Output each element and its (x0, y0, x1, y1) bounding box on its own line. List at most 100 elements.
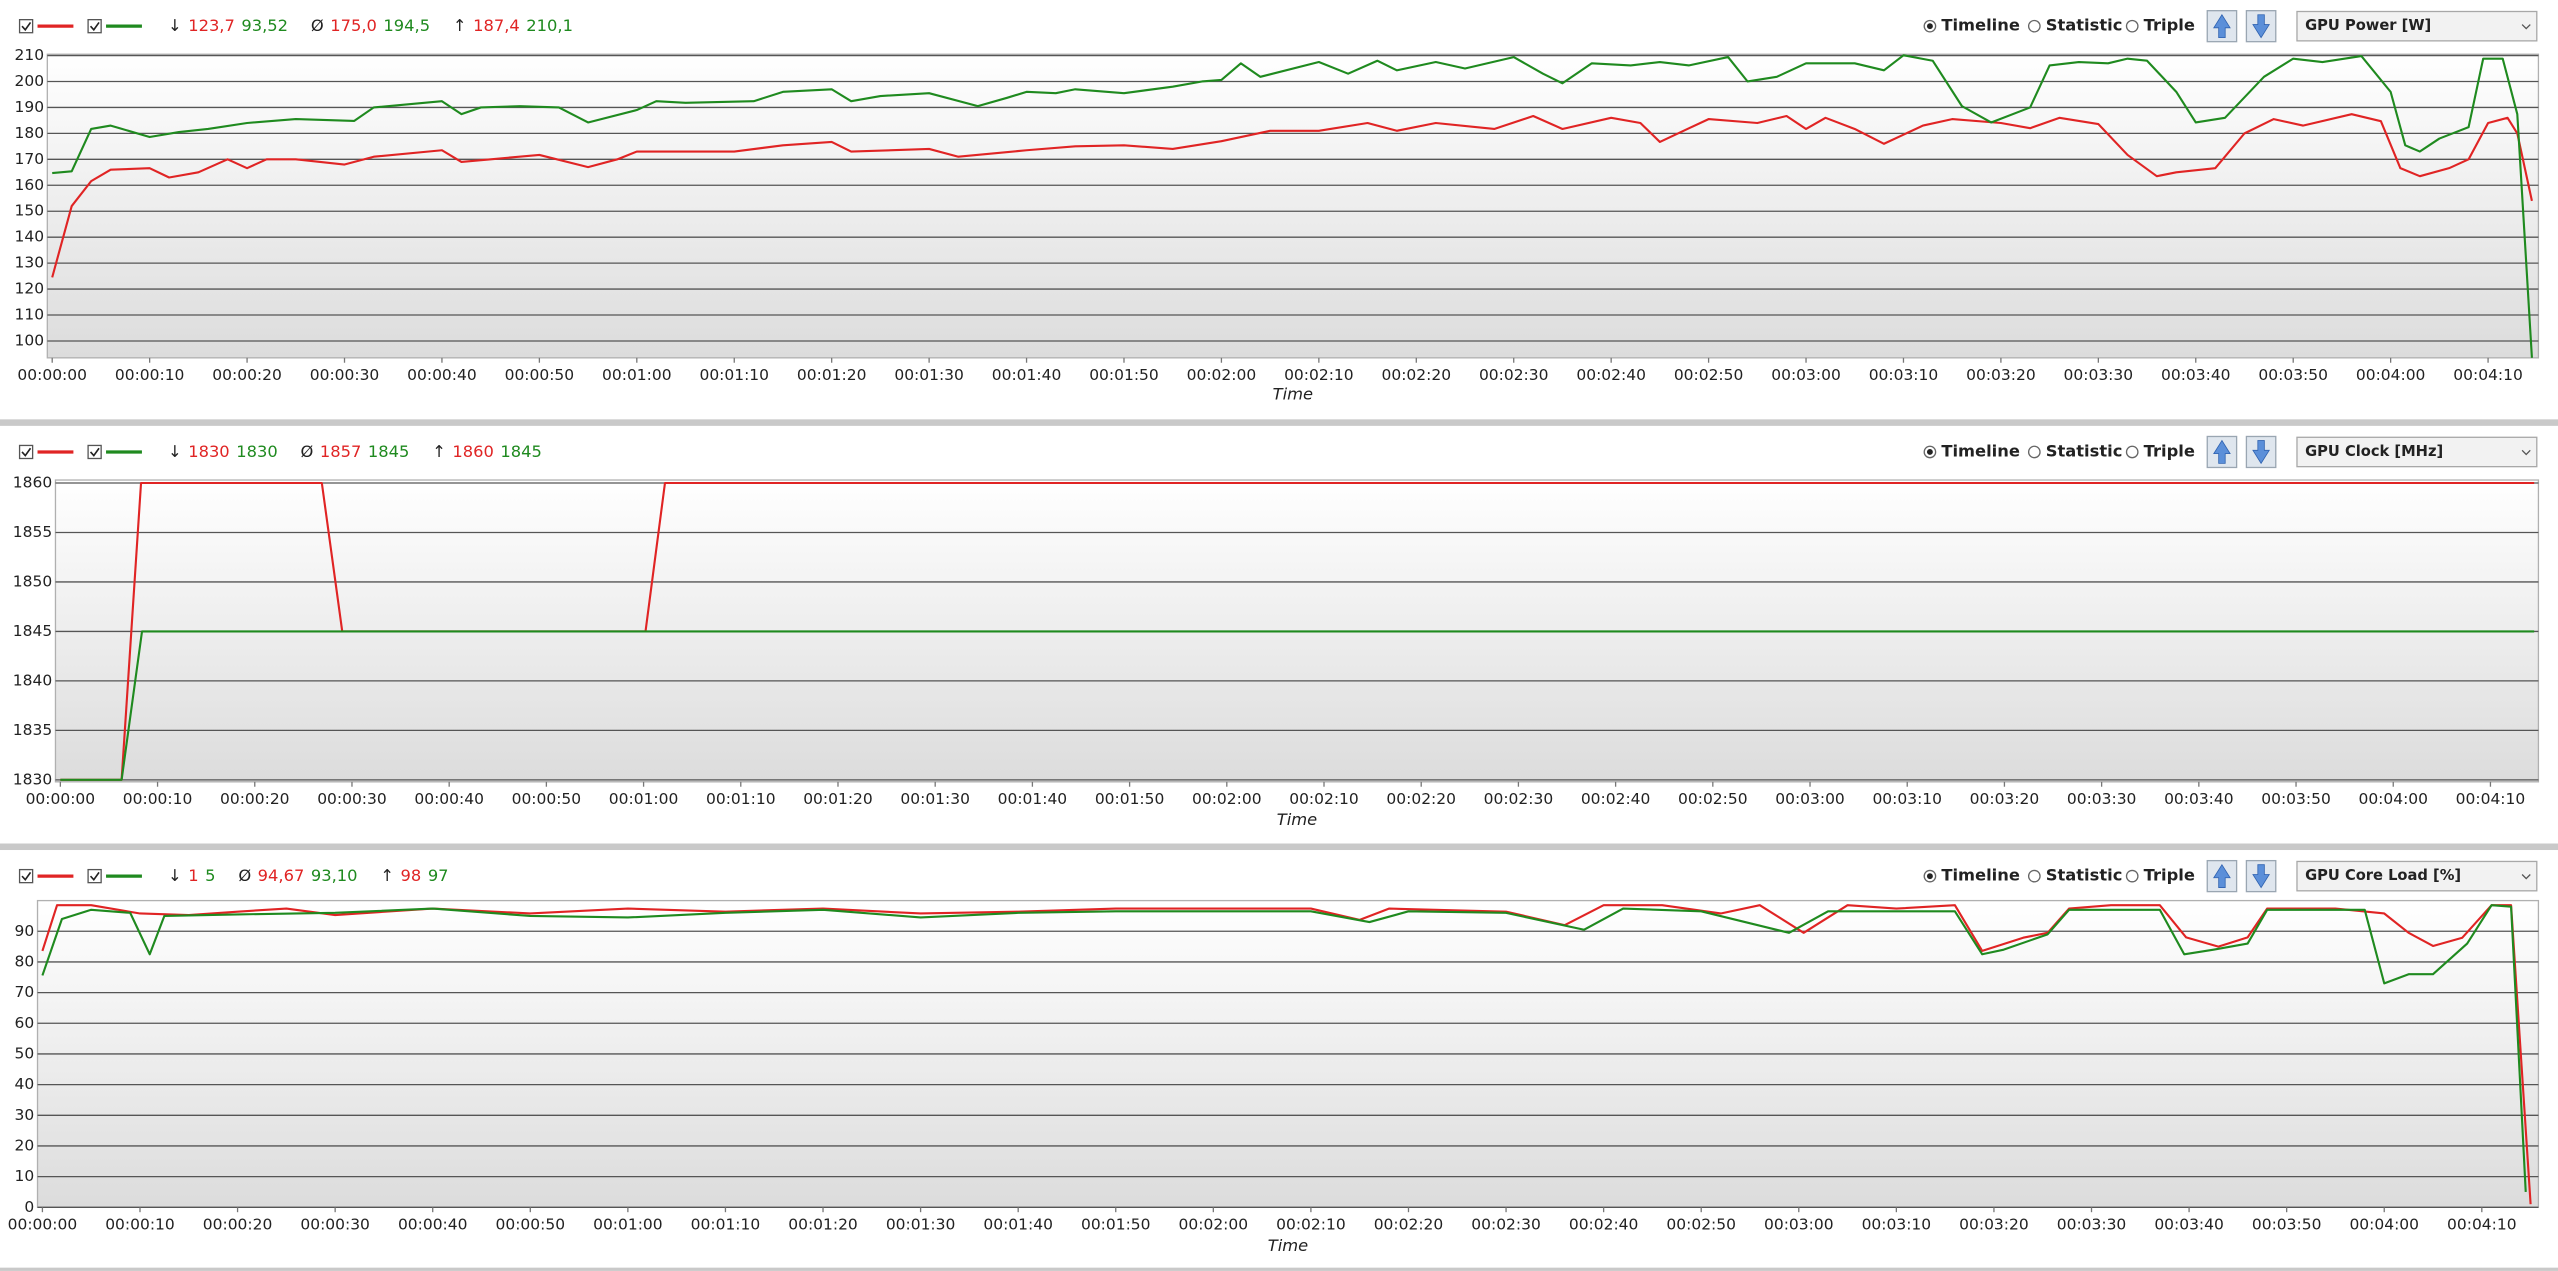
legend-toggle[interactable] (87, 19, 142, 34)
radio-label[interactable]: Statistic (2046, 16, 2123, 35)
dropdown-text[interactable]: GPU Core Load [%] (2305, 867, 2461, 884)
stats: ↓ 1 5 Ø 94,67 93,10 ↑ 98 97 (168, 866, 449, 885)
stat-value: 5 (205, 866, 215, 885)
y-tick-label: 190 (14, 98, 44, 116)
x-tick-label: 00:00:30 (317, 790, 387, 808)
stat-symbol: ↓ (168, 16, 182, 35)
metric-dropdown[interactable]: GPU Core Load [%] (2296, 860, 2538, 892)
view-radio[interactable]: Statistic (2027, 866, 2123, 885)
x-tick-label: 00:02:40 (1576, 366, 1646, 384)
radio-label[interactable]: Timeline (1941, 16, 2020, 35)
x-tick-label: 00:03:40 (2164, 790, 2234, 808)
radio-circle[interactable] (2027, 869, 2041, 883)
x-tick-label: 00:01:30 (886, 1216, 956, 1234)
checkbox[interactable] (18, 444, 34, 460)
legend-toggle[interactable] (18, 19, 74, 34)
x-tick-label: 00:01:50 (1089, 366, 1159, 384)
y-tick-label: 210 (14, 46, 44, 64)
y-tick-label: 50 (15, 1044, 35, 1062)
x-tick-label: 00:03:10 (1862, 1216, 1932, 1234)
move-down-button[interactable] (2245, 859, 2277, 893)
x-tick-label: 00:04:00 (2356, 366, 2426, 384)
stat-value: 97 (428, 866, 449, 885)
radio-label[interactable]: Triple (2144, 866, 2195, 885)
x-tick-label: 00:03:50 (2261, 790, 2331, 808)
checkbox[interactable] (87, 19, 102, 34)
view-radio[interactable]: Triple (2125, 16, 2195, 35)
checkbox[interactable] (87, 444, 102, 460)
x-tick-label: 00:03:00 (1764, 1216, 1834, 1234)
view-radio[interactable]: Timeline (1923, 866, 2020, 885)
stat-symbol: ↑ (432, 441, 446, 460)
radio-circle[interactable] (2027, 19, 2041, 33)
radio-label[interactable]: Triple (2144, 16, 2195, 35)
dropdown-box[interactable] (2296, 10, 2538, 42)
view-radio[interactable]: Statistic (2027, 441, 2123, 460)
radio-circle[interactable] (2125, 445, 2139, 459)
x-tick-label: 00:00:20 (203, 1216, 273, 1234)
stat-symbol: Ø (238, 866, 251, 885)
dropdown-text[interactable]: GPU Clock [MHz] (2305, 443, 2443, 460)
stat-symbol: ↑ (380, 866, 394, 885)
radio-circle[interactable] (2125, 869, 2139, 883)
y-tick-label: 1850 (13, 572, 52, 590)
legend-toggle[interactable] (18, 444, 74, 460)
radio-circle[interactable] (2027, 445, 2041, 459)
checkbox[interactable] (18, 19, 34, 34)
move-down-button[interactable] (2245, 435, 2277, 469)
stat-value: 123,7 (188, 16, 235, 35)
series-line (51, 113, 2533, 278)
x-tick-label: 00:03:40 (2154, 1216, 2224, 1234)
y-tick-label: 90 (15, 922, 35, 940)
y-tick-label: 100 (14, 331, 44, 349)
arrow-icon (2213, 13, 2231, 39)
legend-toggle[interactable] (87, 868, 142, 884)
stat-symbol: ↑ (453, 16, 467, 35)
radio-circle[interactable] (2125, 19, 2139, 33)
view-radio[interactable]: Triple (2125, 866, 2195, 885)
view-radio[interactable]: Triple (2125, 441, 2195, 460)
view-radio[interactable]: Statistic (2027, 16, 2123, 35)
radio-label[interactable]: Statistic (2046, 441, 2123, 460)
dropdown-box[interactable] (2296, 436, 2538, 468)
view-radio[interactable]: Timeline (1923, 16, 2020, 35)
x-tick-label: 00:02:30 (1471, 1216, 1541, 1234)
checkbox[interactable] (87, 868, 102, 884)
series-line (41, 904, 2527, 1193)
stat-value: 93,52 (241, 16, 288, 35)
x-tick-label: 00:01:40 (992, 366, 1062, 384)
dropdown-box[interactable] (2296, 860, 2538, 892)
stat-value: 1 (188, 866, 198, 885)
move-up-button[interactable] (2206, 859, 2238, 893)
radio-label[interactable]: Triple (2144, 441, 2195, 460)
x-tick-label: 00:01:50 (1095, 790, 1165, 808)
stat-value: 93,10 (311, 866, 358, 885)
x-tick-label: 00:02:30 (1479, 366, 1549, 384)
x-tick-label: 00:03:30 (2057, 1216, 2127, 1234)
panel-separator (0, 1267, 2558, 1271)
move-up-button[interactable] (2206, 435, 2238, 469)
legend-toggle[interactable] (87, 444, 142, 460)
radio-label[interactable]: Statistic (2046, 866, 2123, 885)
y-tick-label: 150 (14, 202, 44, 220)
x-tick-label: 00:00:30 (300, 1216, 370, 1234)
x-tick-label: 00:03:30 (2064, 366, 2134, 384)
x-tick-label: 00:03:00 (1775, 790, 1845, 808)
view-radio[interactable]: Timeline (1923, 441, 2020, 460)
radio-label[interactable]: Timeline (1941, 866, 2020, 885)
move-down-button[interactable] (2245, 10, 2277, 43)
x-tick-label: 00:00:40 (407, 366, 477, 384)
legend-toggle[interactable] (18, 868, 74, 884)
radio-dot (1926, 449, 1933, 455)
move-up-button[interactable] (2206, 10, 2238, 43)
radio-label[interactable]: Timeline (1941, 441, 2020, 460)
x-tick-label: 00:00:10 (115, 366, 185, 384)
dropdown-text[interactable]: GPU Power [W] (2305, 17, 2431, 34)
checkmark (89, 447, 100, 457)
stat-value: 1860 (452, 441, 493, 460)
y-tick-label: 130 (14, 254, 44, 272)
metric-dropdown[interactable]: GPU Clock [MHz] (2296, 436, 2538, 468)
metric-dropdown[interactable]: GPU Power [W] (2296, 10, 2538, 42)
checkbox[interactable] (18, 868, 34, 884)
